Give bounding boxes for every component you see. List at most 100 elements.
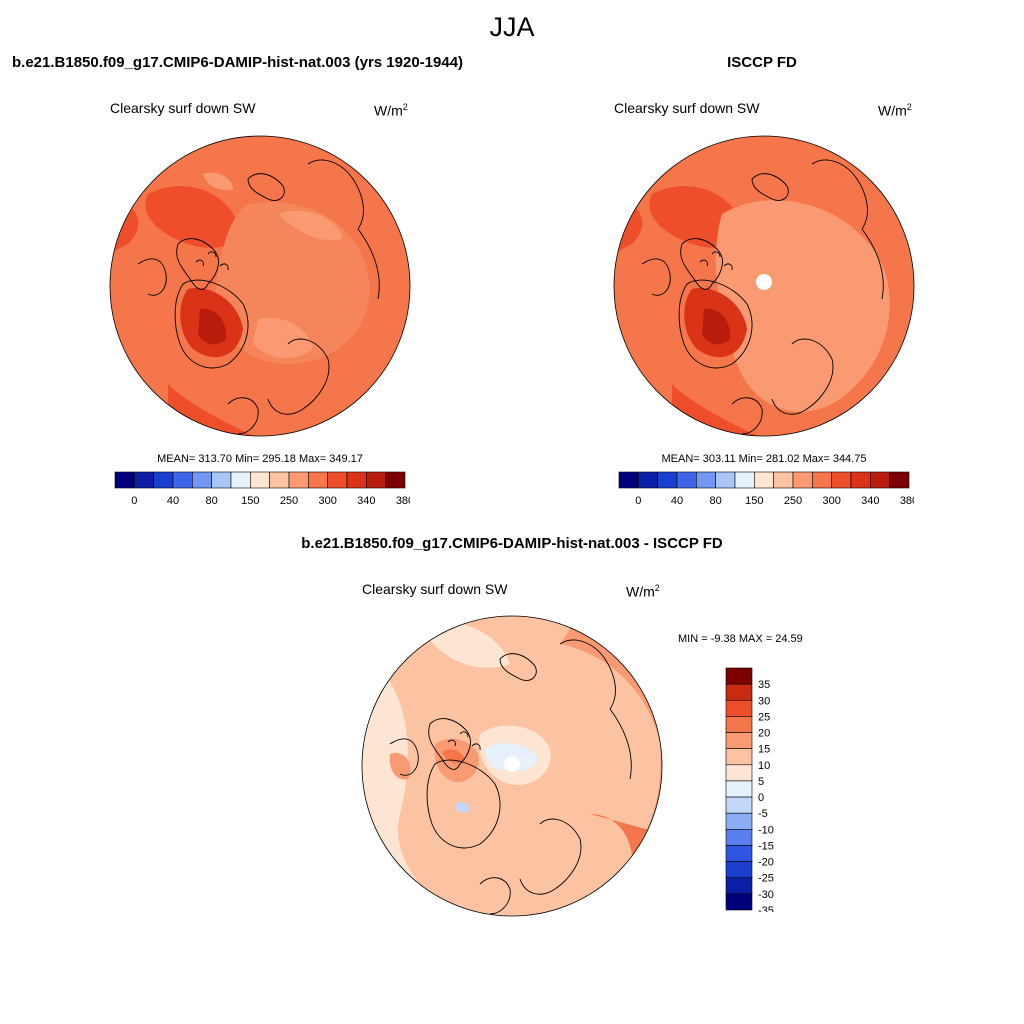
colorbar-swatch	[725, 780, 753, 798]
colorbar-swatch	[269, 471, 290, 489]
model-colorbar-swatches	[114, 471, 406, 489]
colorbar-swatch	[618, 471, 639, 489]
colorbar-swatch	[288, 471, 309, 489]
colorbar-tick-label: 40	[167, 495, 179, 507]
colorbar-tick-label: -10	[758, 824, 774, 836]
colorbar-swatch	[734, 471, 755, 489]
colorbar-tick-label: 40	[671, 495, 683, 507]
colorbar-swatch	[754, 471, 774, 489]
diff-colorbar: 35 30 25 20 15 10 5 0 -5 -10 -15 -20 -25 -30 -35	[725, 667, 774, 912]
model-units-label: W/m2	[374, 102, 408, 119]
colorbar-tick-label: -15	[758, 840, 774, 852]
colorbar-swatch	[725, 732, 753, 749]
colorbar-swatch	[725, 683, 753, 701]
model-colorbar-labels: 0 40 80 150 250 300 340 380	[131, 495, 410, 507]
colorbar-swatch	[346, 471, 367, 489]
colorbar-tick-label: 340	[861, 495, 879, 507]
colorbar-swatch	[725, 716, 753, 733]
diff-panel-stats: MIN = -9.38 MAX = 24.59	[678, 633, 803, 645]
colorbar-swatch	[114, 471, 135, 489]
colorbar-tick-label: -30	[758, 889, 774, 901]
colorbar-tick-label: 0	[635, 495, 641, 507]
diff-colorbar-labels: 35 30 25 20 15 10 5 0 -5 -10 -15 -20 -25 -30 -35	[758, 679, 774, 912]
colorbar-tick-label: 15	[758, 744, 770, 756]
colorbar-tick-label: 300	[822, 495, 840, 507]
colorbar-swatch	[172, 471, 193, 489]
colorbar-tick-label: -20	[758, 857, 774, 869]
colorbar-swatch	[831, 471, 852, 489]
colorbar-swatch	[134, 471, 154, 489]
diff-panel-title: b.e21.B1850.f09_g17.CMIP6-DAMIP-hist-nat…	[301, 535, 723, 552]
figure-season-title: JJA	[489, 12, 535, 42]
obs-colorbar-swatches	[618, 471, 910, 489]
colorbar-tick-label: 80	[710, 495, 722, 507]
colorbar-swatch	[725, 829, 753, 846]
obs-colorbar: 0 40 80 150 250 300 340 380	[618, 471, 914, 507]
colorbar-swatch	[211, 471, 232, 489]
obs-panel-title: ISCCP FD	[727, 54, 797, 71]
colorbar-swatch	[327, 471, 348, 489]
colorbar-tick-label: 5	[758, 776, 764, 788]
colorbar-tick-label: 10	[758, 760, 770, 772]
colorbar-tick-label: 20	[758, 728, 770, 740]
colorbar-tick-label: 250	[784, 495, 802, 507]
colorbar-swatch	[725, 812, 753, 830]
colorbar-swatch	[230, 471, 251, 489]
colorbar-swatch	[725, 764, 753, 782]
colorbar-swatch	[366, 471, 386, 489]
colorbar-swatch	[725, 877, 753, 895]
colorbar-swatch	[725, 893, 753, 911]
colorbar-tick-label: 0	[131, 495, 137, 507]
colorbar-tick-label: 0	[758, 792, 764, 804]
colorbar-swatch	[725, 748, 753, 766]
colorbar-tick-label: -5	[758, 808, 768, 820]
colorbar-tick-label: 150	[745, 495, 763, 507]
colorbar-tick-label: 150	[241, 495, 259, 507]
diff-colorbar-swatches	[725, 667, 753, 911]
colorbar-swatch	[725, 861, 753, 879]
colorbar-tick-label: -35	[758, 905, 774, 912]
colorbar-tick-label: 300	[318, 495, 336, 507]
colorbar-tick-label: 250	[280, 495, 298, 507]
model-panel-title: b.e21.B1850.f09_g17.CMIP6-DAMIP-hist-nat…	[12, 54, 464, 71]
colorbar-tick-label: 35	[758, 679, 770, 691]
colorbar-swatch	[657, 471, 678, 489]
model-colorbar: 0 40 80 150 250 300 340 380	[114, 471, 410, 507]
model-polar-map	[109, 135, 411, 437]
colorbar-swatch	[250, 471, 270, 489]
colorbar-swatch	[638, 471, 658, 489]
colorbar-swatch	[676, 471, 697, 489]
colorbar-tick-label: 380	[396, 495, 410, 507]
obs-colorbar-labels: 0 40 80 150 250 300 340 380	[635, 495, 914, 507]
colorbar-swatch	[192, 471, 212, 489]
model-panel-stats: MEAN= 313.70 Min= 295.18 Max= 349.17	[157, 453, 363, 465]
colorbar-swatch	[792, 471, 813, 489]
colorbar-tick-label: 30	[758, 695, 770, 707]
obs-polar-map	[613, 135, 915, 437]
colorbar-tick-label: -25	[758, 873, 774, 885]
colorbar-swatch	[725, 796, 753, 814]
colorbar-swatch	[773, 471, 794, 489]
colorbar-swatch	[308, 471, 328, 489]
colorbar-swatch	[725, 699, 753, 717]
diff-polar-map	[361, 615, 663, 917]
colorbar-tick-label: 80	[206, 495, 218, 507]
colorbar-swatch	[715, 471, 736, 489]
colorbar-swatch	[696, 471, 716, 489]
colorbar-swatch	[889, 471, 910, 489]
colorbar-swatch	[850, 471, 871, 489]
colorbar-swatch	[725, 667, 753, 685]
diff-units-label: W/m2	[626, 583, 660, 600]
obs-units-label: W/m2	[878, 102, 912, 119]
colorbar-tick-label: 380	[900, 495, 914, 507]
colorbar-tick-label: 340	[357, 495, 375, 507]
diff-variable-label: Clearsky surf down SW	[362, 581, 508, 597]
colorbar-swatch	[725, 845, 753, 862]
obs-panel-stats: MEAN= 303.11 Min= 281.02 Max= 344.75	[661, 453, 867, 465]
colorbar-tick-label: 25	[758, 711, 770, 723]
obs-variable-label: Clearsky surf down SW	[614, 100, 760, 116]
colorbar-swatch	[153, 471, 174, 489]
colorbar-swatch	[812, 471, 832, 489]
model-variable-label: Clearsky surf down SW	[110, 100, 256, 116]
colorbar-swatch	[870, 471, 890, 489]
